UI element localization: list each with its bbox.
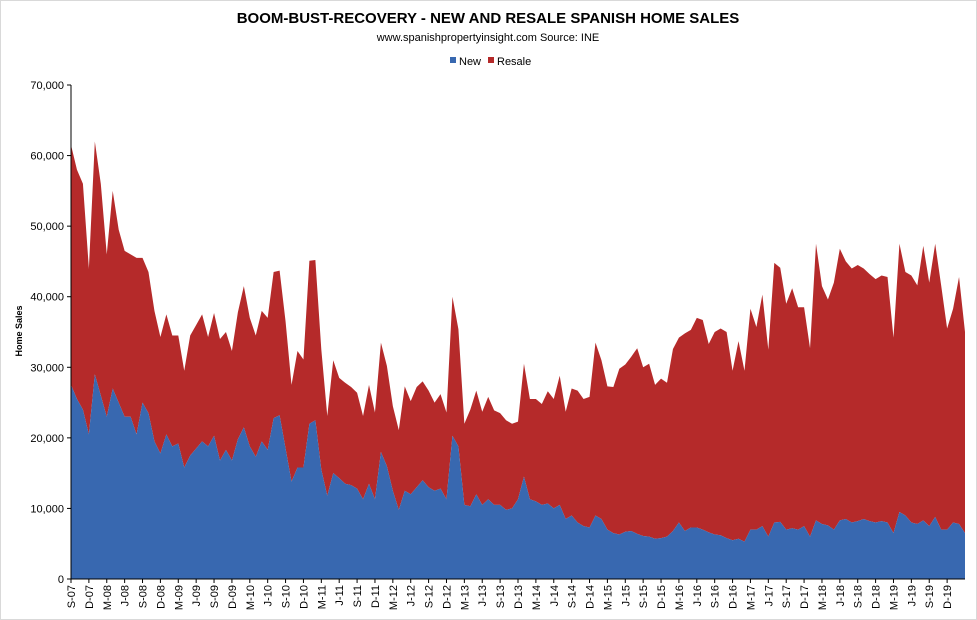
x-tick-label: M-08 <box>102 585 114 610</box>
x-tick-label: J-16 <box>692 585 704 606</box>
plot-area <box>71 141 965 579</box>
y-axis: 0 10,000 20,000 30,000 40,000 50,000 60,000 70,… <box>30 80 72 586</box>
x-tick-label: D-15 <box>656 585 668 609</box>
x-tick-label: D-19 <box>942 585 954 609</box>
y-tick-label: 50,000 <box>30 221 64 233</box>
x-tick-label: D-17 <box>799 585 811 609</box>
x-tick-label: J-08 <box>120 585 132 606</box>
x-tick-label: M-17 <box>745 585 757 610</box>
chart-title: BOOM-BUST-RECOVERY - NEW AND RESALE SPAN… <box>237 10 740 27</box>
x-tick-label: S-18 <box>853 585 865 608</box>
x-tick-label: D-13 <box>513 585 525 609</box>
y-tick-label: 10,000 <box>30 503 64 515</box>
legend-swatch-resale <box>488 57 494 63</box>
x-tick-label: J-12 <box>406 585 418 606</box>
series-area-resale <box>71 141 965 542</box>
x-tick-label: J-15 <box>620 585 632 606</box>
legend: New Resale <box>450 56 531 68</box>
x-tick-label: S-15 <box>638 585 650 608</box>
x-tick-label: S-13 <box>495 585 507 608</box>
y-tick-label: 70,000 <box>30 80 64 92</box>
x-tick-label: S-08 <box>138 585 150 608</box>
x-tick-label: D-09 <box>227 585 239 609</box>
legend-label-resale: Resale <box>497 56 531 68</box>
x-tick-label: M-11 <box>316 585 328 609</box>
x-tick-label: M-19 <box>888 585 900 610</box>
x-tick-label: D-14 <box>585 585 597 609</box>
x-tick-label: D-16 <box>728 585 740 609</box>
x-tick-label: M-10 <box>245 585 257 610</box>
x-tick-label: S-07 <box>66 585 78 608</box>
x-tick-label: S-10 <box>281 585 293 608</box>
x-tick-label: M-09 <box>173 585 185 610</box>
x-tick-label: J-13 <box>477 585 489 606</box>
y-tick-label: 0 <box>58 574 64 586</box>
x-tick-label: M-14 <box>531 585 543 610</box>
x-tick-label: J-17 <box>763 585 775 606</box>
x-axis: S-07 D-07 M-08 J-08 S-08 D-08 M-09 J-09 S-09 D-09… <box>66 578 965 610</box>
legend-label-new: New <box>459 56 481 68</box>
x-tick-label: D-10 <box>298 585 310 609</box>
x-tick-label: S-19 <box>924 585 936 608</box>
x-tick-label: M-13 <box>459 585 471 610</box>
y-tick-label: 60,000 <box>30 151 64 163</box>
x-tick-label: D-12 <box>441 585 453 609</box>
y-tick-label: 30,000 <box>30 362 64 374</box>
x-tick-label: M-15 <box>602 585 614 610</box>
x-tick-label: S-14 <box>567 585 579 608</box>
y-axis-title: Home Sales <box>14 305 24 356</box>
x-tick-label: S-12 <box>424 585 436 608</box>
x-tick-label: J-11 <box>334 585 346 606</box>
x-tick-label: S-17 <box>781 585 793 608</box>
x-tick-label: J-19 <box>906 585 918 606</box>
chart-subtitle: www.spanishpropertyinsight.com Source: I… <box>376 32 600 44</box>
x-tick-label: J-10 <box>263 585 275 606</box>
y-tick-label: 20,000 <box>30 433 64 445</box>
x-tick-label: M-16 <box>674 585 686 610</box>
x-tick-label: S-11 <box>352 585 364 607</box>
x-tick-label: M-18 <box>817 585 829 610</box>
x-tick-label: S-09 <box>209 585 221 608</box>
x-tick-label: D-18 <box>871 585 883 609</box>
x-tick-label: S-16 <box>710 585 722 608</box>
x-tick-label: D-08 <box>155 585 167 609</box>
series-area-new <box>71 374 965 579</box>
x-tick-label: J-18 <box>835 585 847 606</box>
x-tick-label: M-12 <box>388 585 400 610</box>
x-tick-label: D-11 <box>370 585 382 608</box>
legend-swatch-new <box>450 57 456 63</box>
x-tick-label: J-09 <box>191 585 203 606</box>
y-tick-label: 40,000 <box>30 292 64 304</box>
x-tick-label: D-07 <box>84 585 96 609</box>
x-tick-label: J-14 <box>549 585 561 606</box>
